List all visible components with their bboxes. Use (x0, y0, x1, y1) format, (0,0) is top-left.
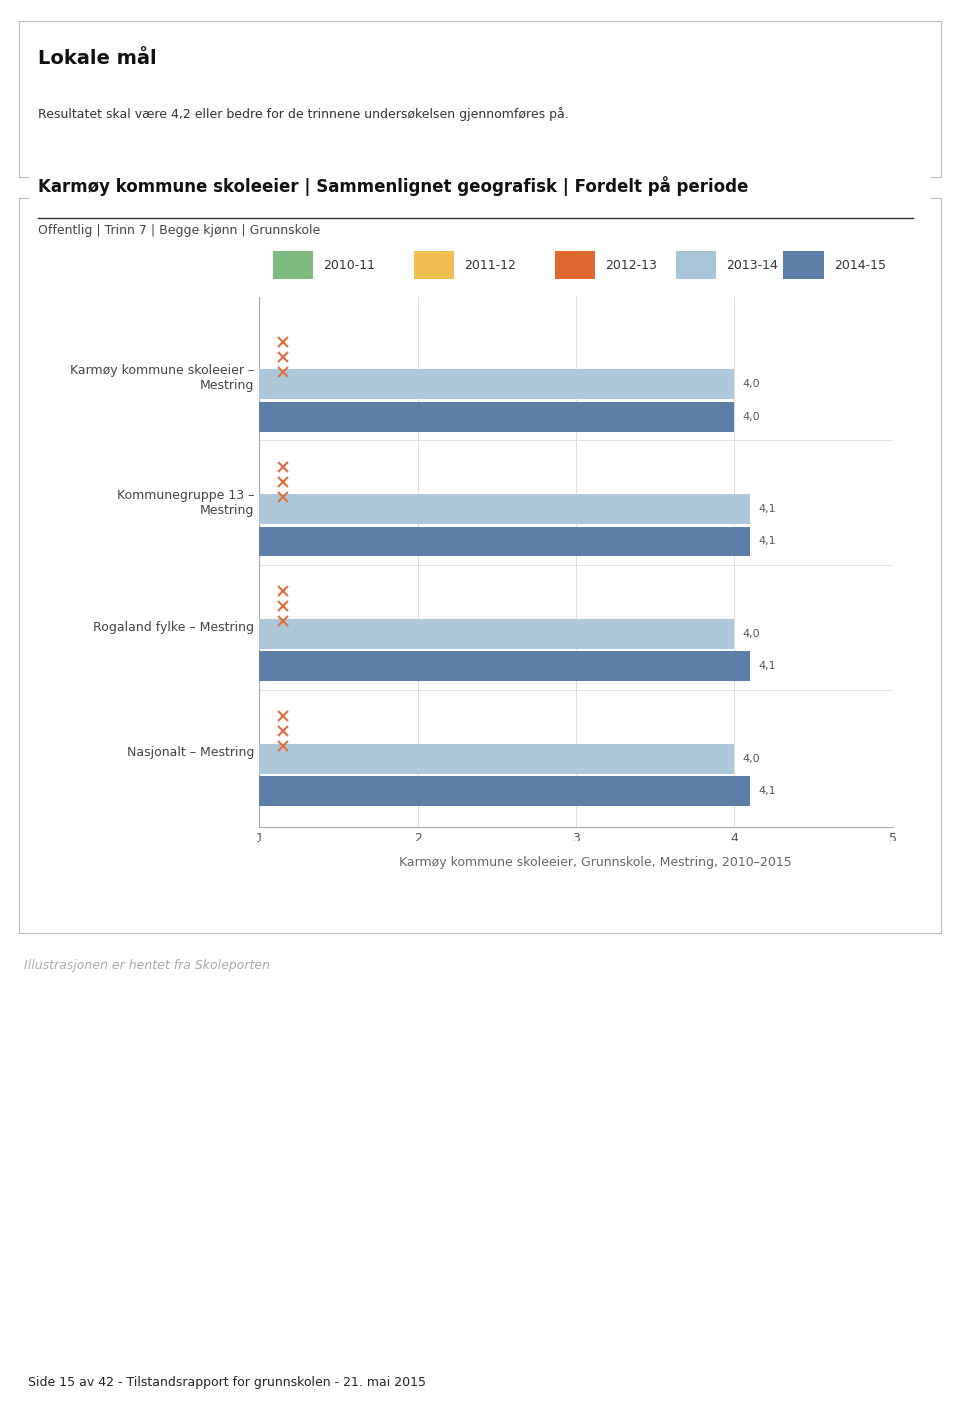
Text: Resultatet skal være 4,2 eller bedre for de trinnene undersøkelsen gjennomføres : Resultatet skal være 4,2 eller bedre for… (37, 107, 568, 120)
Text: 4,1: 4,1 (758, 662, 776, 672)
Text: Karmøy kommune skoleeier, Grunnskole, Mestring, 2010–2015: Karmøy kommune skoleeier, Grunnskole, Me… (398, 855, 792, 870)
Text: 4,0: 4,0 (742, 411, 760, 421)
Text: 4,0: 4,0 (742, 629, 760, 639)
Bar (676, 250, 716, 279)
Text: Lokale mål: Lokale mål (37, 49, 156, 68)
Bar (783, 250, 824, 279)
X-axis label: Gjennomsnittspoeng med én desimal (1–5): Gjennomsnittspoeng med én desimal (1–5) (441, 853, 711, 865)
Text: 4,1: 4,1 (758, 503, 776, 515)
Text: 2010-11: 2010-11 (323, 259, 375, 271)
Bar (273, 250, 313, 279)
Bar (259, 369, 734, 399)
Text: Karmøy kommune skoleeier | Sammenlignet geografisk | Fordelt på periode: Karmøy kommune skoleeier | Sammenlignet … (37, 175, 748, 197)
Bar (259, 493, 751, 525)
Bar (259, 652, 751, 682)
Text: 4,0: 4,0 (742, 754, 760, 764)
Text: 2013-14: 2013-14 (726, 259, 779, 271)
Bar (259, 526, 751, 557)
Bar (259, 619, 734, 649)
Bar (259, 776, 751, 806)
Bar (555, 250, 595, 279)
Text: Illustrasjonen er hentet fra Skoleporten: Illustrasjonen er hentet fra Skoleporten (24, 959, 270, 971)
Bar (414, 250, 454, 279)
Text: Offentlig | Trinn 7 | Begge kjønn | Grunnskole: Offentlig | Trinn 7 | Begge kjønn | Grun… (37, 225, 320, 238)
Text: 4,1: 4,1 (758, 786, 776, 796)
Text: 4,1: 4,1 (758, 536, 776, 546)
Bar (259, 744, 734, 773)
Text: 4,0: 4,0 (742, 379, 760, 389)
Text: 2014-15: 2014-15 (833, 259, 886, 271)
Text: Side 15 av 42 - Tilstandsrapport for grunnskolen - 21. mai 2015: Side 15 av 42 - Tilstandsrapport for gru… (29, 1376, 426, 1389)
Text: 2011-12: 2011-12 (465, 259, 516, 271)
Bar (259, 402, 734, 431)
Text: 2012-13: 2012-13 (605, 259, 658, 271)
